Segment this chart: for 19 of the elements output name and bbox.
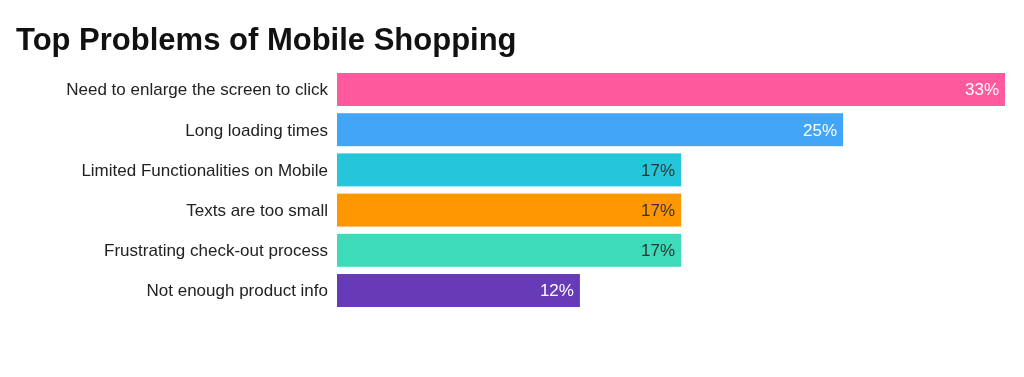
bar — [337, 274, 580, 307]
bar — [337, 73, 1005, 106]
y-tick-label: Not enough product info — [146, 281, 328, 301]
chart-title: Top Problems of Mobile Shopping — [16, 22, 517, 57]
y-tick-label: Frustrating check-out process — [104, 241, 328, 261]
bar — [337, 153, 682, 187]
y-tick-label: Need to enlarge the screen to click — [66, 80, 329, 100]
data-label: 12% — [539, 281, 574, 301]
bar — [337, 113, 844, 147]
y-tick-label: Long loading times — [185, 120, 328, 140]
data-label: 33% — [964, 80, 999, 100]
bar — [337, 233, 682, 267]
data-label: 17% — [641, 241, 676, 261]
data-label: 17% — [641, 201, 676, 221]
bar — [337, 193, 682, 227]
data-label: 25% — [803, 120, 838, 140]
data-label: 17% — [641, 160, 676, 180]
y-tick-label: Limited Functionalities on Mobile — [81, 160, 328, 180]
y-tick-label: Texts are too small — [186, 201, 328, 221]
